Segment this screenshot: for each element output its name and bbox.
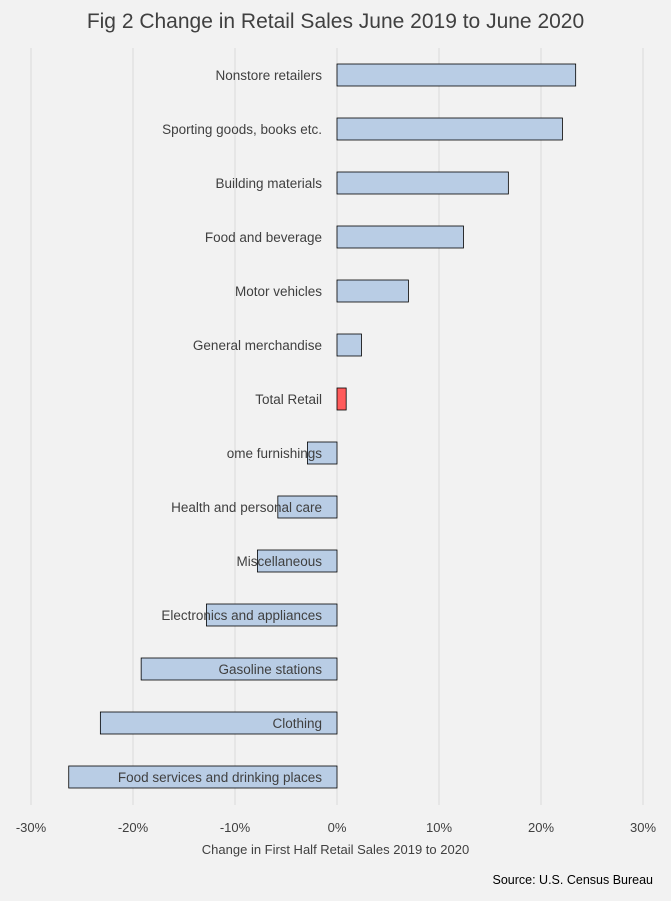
x-tick-label: 20% [528,820,554,835]
category-label: Food services and drinking places [118,770,322,785]
source-note: Source: U.S. Census Bureau [492,873,654,887]
x-axis-title: Change in First Half Retail Sales 2019 t… [201,842,470,857]
x-tick-label: 30% [630,820,656,835]
category-label: Food and beverage [205,230,322,245]
chart-title: Fig 2 Change in Retail Sales June 2019 t… [86,10,585,33]
bar [336,225,464,249]
bar [99,711,338,735]
x-tick-label: 10% [426,820,452,835]
bar [206,603,338,627]
category-label: Sporting goods, books etc. [162,122,322,137]
x-tick-label: -20% [118,820,149,835]
x-tick-label: -10% [220,820,251,835]
category-label: Clothing [272,716,322,731]
category-label: Electronics and appliances [161,608,322,623]
category-label: Health and personal care [171,500,322,515]
bar [336,63,577,87]
category-label: General merchandise [193,338,322,353]
bar [277,495,338,519]
bar [140,657,338,681]
bar-highlight [336,387,347,411]
bar [336,171,509,195]
category-label: Gasoline stations [218,662,322,677]
bar [257,549,338,573]
bar [336,333,362,357]
category-label: ome furnishings [227,446,323,461]
x-tick-label: 0% [328,820,347,835]
x-tick-label: -30% [16,820,47,835]
category-label: Nonstore retailers [215,68,322,83]
category-label: Motor vehicles [235,284,322,299]
category-label: Total Retail [255,392,322,407]
bar [68,765,338,789]
bar [336,279,409,303]
bar [307,441,338,465]
category-label: Miscellaneous [236,554,322,569]
bar [336,117,563,141]
category-label: Building materials [215,176,322,191]
